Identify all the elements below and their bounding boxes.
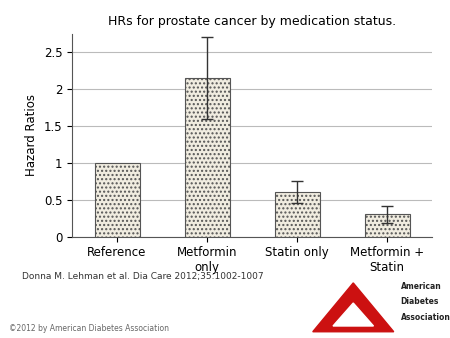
Y-axis label: Hazard Ratios: Hazard Ratios (25, 94, 38, 176)
Bar (274, 192, 320, 237)
Text: Donna M. Lehman et al. Dia Care 2012;35:1002-1007: Donna M. Lehman et al. Dia Care 2012;35:… (22, 272, 264, 281)
Polygon shape (313, 283, 394, 332)
Bar (364, 215, 410, 237)
Text: Diabetes: Diabetes (400, 297, 439, 306)
Text: Association.: Association. (400, 313, 450, 322)
Text: ©2012 by American Diabetes Association: ©2012 by American Diabetes Association (9, 324, 169, 333)
Bar (184, 78, 230, 237)
Bar (94, 163, 140, 237)
Polygon shape (333, 303, 374, 326)
Title: HRs for prostate cancer by medication status.: HRs for prostate cancer by medication st… (108, 16, 396, 28)
Text: American: American (400, 282, 441, 291)
